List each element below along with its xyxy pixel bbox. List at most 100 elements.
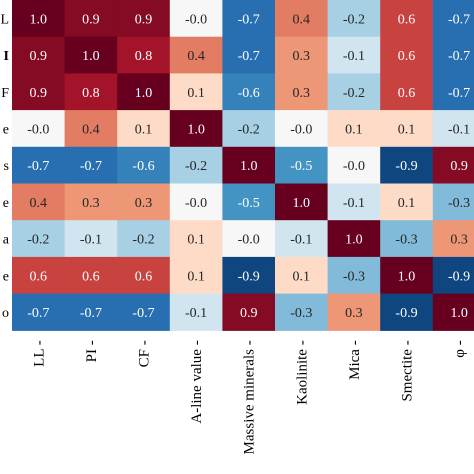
y-tick-label: I	[4, 49, 9, 64]
x-tick-label: φ -	[452, 340, 468, 357]
heatmap-cell	[380, 293, 434, 331]
cell-value-label: -0.0	[185, 12, 207, 27]
heatmap-cell	[169, 256, 223, 295]
cell-value-label: 0.3	[82, 196, 100, 211]
heatmap-cell	[380, 73, 434, 111]
heatmap-cell	[380, 220, 434, 258]
heatmap-cell	[432, 110, 474, 148]
heatmap-cell	[222, 293, 276, 331]
heatmap-cell	[64, 73, 118, 111]
cell-value-label: -0.9	[395, 159, 417, 174]
cell-value-label: -0.7	[448, 86, 470, 101]
cell-value-label: -0.9	[238, 269, 260, 284]
heatmap-cell	[327, 36, 381, 74]
cell-value-label: 0.6	[82, 269, 100, 284]
cell-value-label: -0.7	[132, 306, 154, 321]
y-tick-label: e	[3, 269, 9, 284]
cell-value-label: 0.9	[135, 12, 153, 27]
cell-value-label: -0.7	[27, 306, 49, 321]
cell-value-label: 0.4	[187, 49, 205, 64]
cell-value-label: -0.1	[80, 233, 102, 248]
heatmap-cell	[117, 183, 171, 221]
cell-value-label: -0.2	[238, 122, 260, 137]
heatmap-cell	[327, 293, 381, 331]
heatmap-cell	[327, 256, 381, 295]
cell-value-label: -0.5	[238, 196, 260, 211]
cell-value-label: 0.8	[135, 49, 153, 64]
heatmap-cell	[275, 146, 329, 185]
cell-value-label: -0.2	[343, 12, 365, 27]
x-tick-label: Smectite -	[400, 340, 416, 401]
cell-value-label: 0.6	[398, 49, 416, 64]
cell-value-label: 1.0	[398, 269, 416, 284]
heatmap-cell	[12, 220, 66, 258]
cell-value-label: 0.9	[30, 49, 48, 64]
heatmap-cell	[222, 146, 276, 185]
cell-value-label: -0.3	[395, 233, 417, 248]
heatmap-cell	[117, 110, 171, 148]
heatmap-cell	[432, 256, 474, 295]
heatmap-cell	[12, 256, 66, 295]
heatmap-cell	[275, 183, 329, 221]
heatmap-cell	[64, 110, 118, 148]
cell-value-label: -0.0	[343, 159, 365, 174]
heatmap-cell	[222, 220, 276, 258]
cell-value-label: 0.3	[293, 49, 311, 64]
heatmap-cell	[432, 36, 474, 74]
heatmap-cell	[380, 36, 434, 74]
cell-value-label: -0.1	[343, 196, 365, 211]
cell-value-label: -0.6	[132, 159, 154, 174]
y-tick-label: s	[4, 159, 9, 174]
y-tick-label: o	[2, 306, 9, 321]
cell-value-label: 1.0	[345, 233, 363, 248]
cell-value-label: 1.0	[30, 12, 48, 27]
cell-value-label: -0.5	[290, 159, 312, 174]
heatmap-cell	[275, 110, 329, 148]
x-tick-label: Mica -	[347, 340, 363, 380]
cell-value-label: 1.0	[82, 49, 100, 64]
cell-value-label: -0.7	[27, 159, 49, 174]
heatmap-cell	[222, 73, 276, 111]
cell-value-label: 0.1	[187, 269, 205, 284]
cell-value-label: -0.2	[185, 159, 207, 174]
cell-value-label: -0.0	[238, 233, 260, 248]
heatmap-cell	[169, 0, 223, 38]
cell-value-label: 0.4	[293, 12, 311, 27]
y-tick-label: e	[3, 122, 9, 137]
heatmap-cell	[12, 0, 66, 38]
heatmap-cell	[275, 220, 329, 258]
cell-value-label: 1.0	[293, 196, 311, 211]
heatmap-cell	[64, 146, 118, 185]
cell-value-label: 0.3	[135, 196, 153, 211]
cell-value-label: 0.1	[135, 122, 153, 137]
heatmap-cell	[380, 110, 434, 148]
cell-value-label: 1.0	[450, 306, 468, 321]
cell-value-label: 0.1	[187, 86, 205, 101]
cell-value-label: -0.7	[448, 12, 470, 27]
heatmap-cell	[117, 256, 171, 295]
heatmap-cell	[275, 36, 329, 74]
heatmap-cell	[327, 146, 381, 185]
heatmap-cell	[12, 293, 66, 331]
heatmap-cell	[117, 73, 171, 111]
cell-value-label: -0.1	[448, 122, 470, 137]
heatmap-cell	[275, 73, 329, 111]
cell-value-label: 0.3	[345, 306, 363, 321]
heatmap-cell	[64, 220, 118, 258]
heatmap-cell	[222, 36, 276, 74]
heatmap-cell	[64, 0, 118, 38]
heatmap-cell	[12, 110, 66, 148]
cell-value-label: -0.0	[185, 196, 207, 211]
y-tick-label: a	[3, 233, 10, 248]
heatmap-cell	[275, 0, 329, 38]
x-tick-label: CF -	[137, 340, 153, 367]
cell-value-label: 0.9	[30, 86, 48, 101]
cell-value-label: 0.6	[398, 12, 416, 27]
heatmap-cell	[222, 183, 276, 221]
heatmap-cell	[380, 0, 434, 38]
heatmap-cell	[222, 0, 276, 38]
cell-value-label: 0.1	[187, 233, 205, 248]
cell-value-label: 0.6	[135, 269, 153, 284]
heatmap-cell	[117, 0, 171, 38]
cell-value-label: 0.9	[450, 159, 468, 174]
